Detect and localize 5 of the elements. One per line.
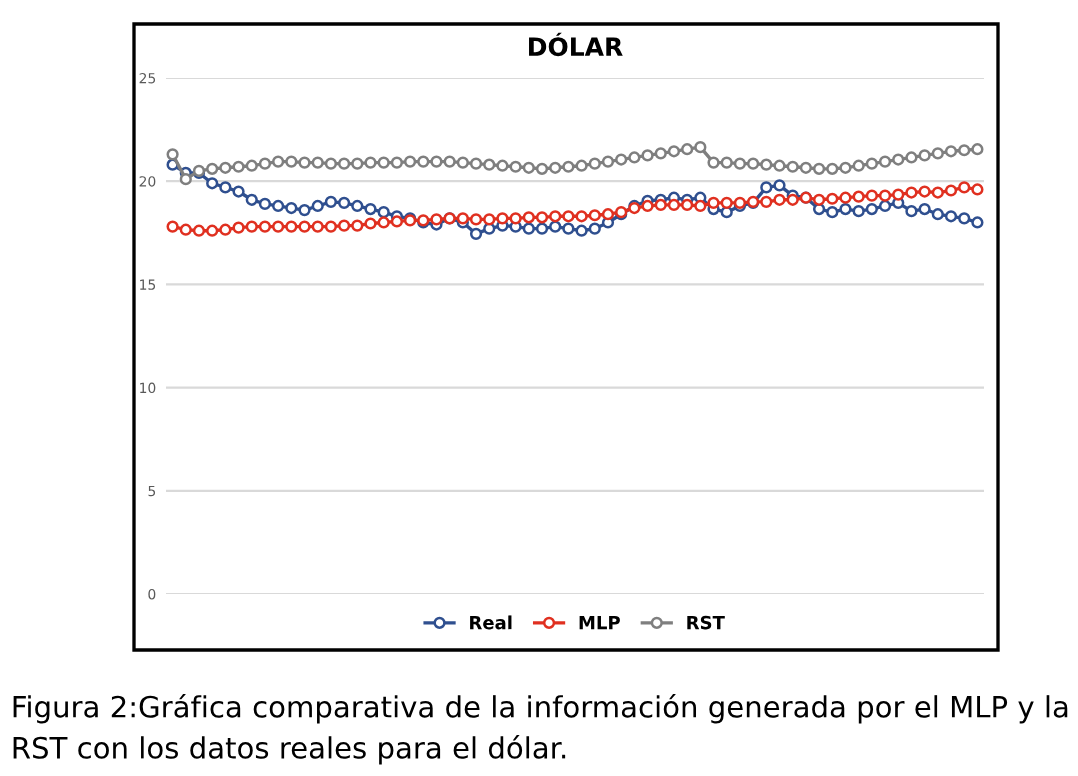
- legend-label: RST: [687, 615, 725, 630]
- text: Figura 2:Gráfica comparativa de la información generada por el MLP y la RST con los datos reales para el dólar.: [13, 694, 1068, 765]
- legend-label: Real: [470, 615, 512, 630]
- chart-title: DÓLAR: [529, 32, 623, 57]
- legend-label: MLP: [579, 615, 620, 630]
